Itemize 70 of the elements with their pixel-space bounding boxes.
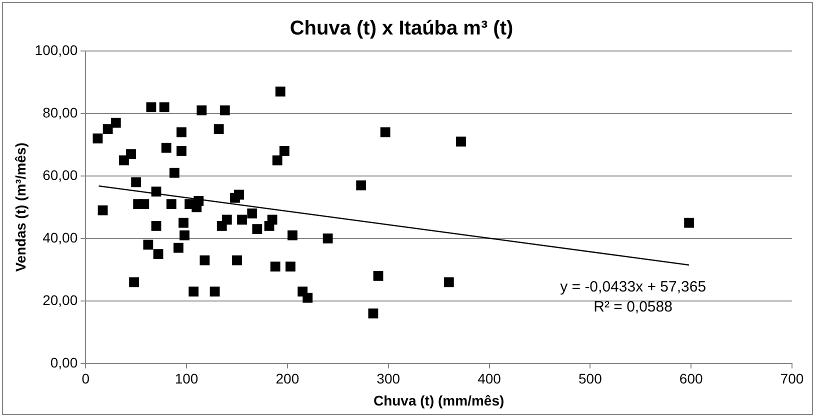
point [146,102,156,112]
y-tick-label: 40,00 [42,229,78,246]
chart-title: Chuva (t) x Itaúba m³ (t) [290,18,514,40]
point [176,146,186,156]
x-tick-label: 100 [174,370,198,387]
point [98,205,108,216]
point [194,196,204,206]
annotation: R² = 0,0588 [594,298,672,316]
point [237,214,247,225]
point [153,249,164,260]
y-tick-label: 80,00 [42,104,78,120]
y-tick-label: 0,00 [50,354,78,370]
point [456,136,466,147]
point [288,230,298,240]
point [220,105,230,116]
x-axis-title: Chuva (t) (mm/mês) [373,392,504,408]
point [380,127,390,138]
point [92,134,103,144]
x-tick-label: 0 [82,370,90,387]
point [200,255,210,266]
point [368,308,378,318]
point [196,105,207,116]
point [302,292,313,303]
point [110,118,121,128]
point [159,102,170,112]
point [169,168,180,178]
point [214,124,224,134]
point [126,149,136,160]
point [270,262,280,272]
point [267,214,278,225]
x-tick-label: 300 [376,370,400,387]
point [222,214,232,225]
point [139,199,150,210]
point [174,242,184,253]
point [234,190,244,200]
point [373,270,384,281]
point [143,240,154,250]
point [232,255,242,266]
point [102,124,113,134]
y-axis-title: Vendas (t) (m³/mês) [12,142,28,272]
point [180,230,190,240]
point [178,218,188,228]
point [151,186,162,197]
x-tick-label: 400 [478,370,502,387]
y-tick-label: 20,00 [42,292,78,308]
point [247,208,258,218]
point [188,286,199,296]
point [272,155,282,166]
point [161,142,172,153]
point [131,177,142,188]
point [151,220,162,231]
x-tick-label: 200 [276,370,300,387]
point [275,86,286,97]
point [210,286,220,296]
point [176,127,186,138]
point [129,277,140,288]
point [356,180,366,190]
y-tick-label: 100,00 [34,42,78,58]
point [684,218,694,228]
y-tick-label: 60,00 [42,166,78,183]
point [322,233,333,244]
x-tick-label: 700 [780,370,804,387]
point [252,224,262,234]
point [444,277,454,288]
point [279,146,290,156]
point [286,262,296,272]
x-tick-label: 500 [578,370,602,387]
annotation: y = -0,0433x + 57,365 [560,278,706,296]
x-tick-label: 600 [679,370,703,387]
point [166,199,176,210]
